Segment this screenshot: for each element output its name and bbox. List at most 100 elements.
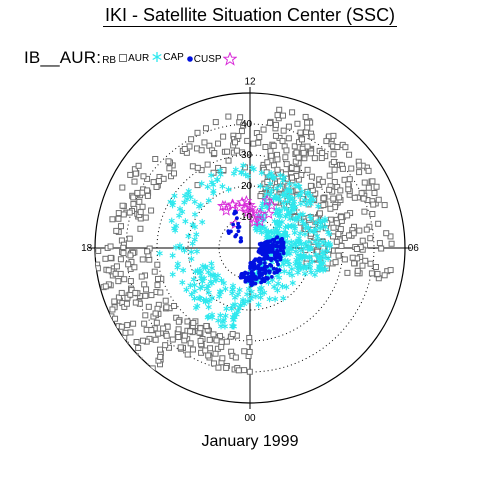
point-aur-0-77 xyxy=(308,173,315,180)
point-aur-0-327 xyxy=(316,210,323,217)
point-aur-3-18 xyxy=(95,336,99,343)
point-aur-0-315 xyxy=(381,272,388,279)
point-aur-3-32 xyxy=(102,331,109,338)
point-cap-0-198 xyxy=(284,239,291,246)
point-aur-0-271 xyxy=(369,211,376,218)
point-aur-0-232 xyxy=(264,159,271,166)
point-cap-5-47 xyxy=(257,286,264,293)
point-aur-3-72 xyxy=(113,263,120,270)
point-aur-0-139 xyxy=(369,178,376,185)
point-aur-3-155 xyxy=(148,327,155,334)
point-cap-3-61 xyxy=(231,301,239,308)
legend-label-cusp: CUSP xyxy=(193,53,222,65)
point-cap-0-210 xyxy=(309,258,316,265)
point-aur-3-121 xyxy=(107,254,114,261)
point-cusp-0-20 xyxy=(248,215,261,227)
point-aur-4-63 xyxy=(197,325,204,332)
point-aur-0-117 xyxy=(362,257,369,264)
point-cap-3-85 xyxy=(217,312,224,319)
point-aur-4-3 xyxy=(241,348,248,355)
point-aur-0-243 xyxy=(376,240,383,247)
point-aur-0-154 xyxy=(289,109,296,116)
point-cap-3-18 xyxy=(169,271,176,278)
point-cap-2-17 xyxy=(187,193,194,201)
point-aur-3-87 xyxy=(88,255,93,260)
point-dot-0-117 xyxy=(275,250,280,254)
angular-tick-12: 12 xyxy=(244,76,256,87)
point-aur-3-89 xyxy=(154,261,161,268)
point-aur-3-16 xyxy=(140,364,147,371)
point-aur-0-300 xyxy=(323,138,330,145)
point-cap-5-50 xyxy=(252,292,259,300)
legend-item-cusp: CUSP xyxy=(185,52,237,66)
point-cap-0-125 xyxy=(280,199,287,207)
point-cap-5-59 xyxy=(301,270,309,277)
point-aur-0-212 xyxy=(257,193,264,200)
point-cap-0-224 xyxy=(291,198,298,205)
point-aur-0-113 xyxy=(356,169,363,176)
point-aur-1-50 xyxy=(239,149,246,156)
point-aur-3-8 xyxy=(105,316,112,323)
point-aur-2-58 xyxy=(109,216,116,223)
point-dot-0-105 xyxy=(268,245,273,250)
point-cap-1-20 xyxy=(232,166,239,173)
point-aur-3-147 xyxy=(153,319,160,326)
point-cusp-0-14 xyxy=(245,201,258,214)
point-cap-1-1 xyxy=(258,169,265,177)
point-cap-0-228 xyxy=(272,195,280,202)
point-aur-3-168 xyxy=(144,248,151,255)
point-aur-0-146 xyxy=(333,220,340,227)
point-cap-0-238 xyxy=(295,192,302,199)
point-aur-3-85 xyxy=(105,267,112,274)
point-aur-0-34 xyxy=(304,166,311,173)
point-aur-1-20 xyxy=(188,136,195,143)
point-cap-3-43 xyxy=(199,262,206,270)
point-aur-0-250 xyxy=(320,195,327,202)
point-aur-2-52 xyxy=(137,225,144,232)
point-cap-5-35 xyxy=(261,289,268,296)
point-aur-2-54 xyxy=(144,192,151,199)
point-aur-0-14 xyxy=(367,235,374,242)
point-cap-0-221 xyxy=(268,229,275,236)
point-dot-1-102 xyxy=(252,267,256,271)
point-cap-2-26 xyxy=(185,232,192,240)
point-cap-0-266 xyxy=(326,230,333,238)
point-cap-0-242 xyxy=(306,261,313,268)
point-dot-0-118 xyxy=(263,240,268,244)
point-aur-3-157 xyxy=(109,306,116,313)
point-cap-0-267 xyxy=(306,198,313,205)
point-cap-5-39 xyxy=(272,295,279,303)
point-cap-4-7 xyxy=(241,300,248,308)
point-cap-0-289 xyxy=(321,215,329,223)
point-dot-2-19 xyxy=(246,276,251,281)
legend: IB__AUR: RB AUR CAP CUSP xyxy=(24,48,237,68)
point-aur-0-102 xyxy=(319,150,326,157)
point-cap-0-189 xyxy=(281,192,288,200)
point-cap-3-70 xyxy=(190,276,197,283)
point-cap-3-76 xyxy=(228,305,235,313)
point-cap-2-31 xyxy=(184,191,192,198)
point-cap-2-18 xyxy=(197,201,204,209)
point-aur-3-41 xyxy=(155,330,162,337)
point-cap-0-181 xyxy=(301,196,308,204)
point-aur-0-55 xyxy=(270,162,277,169)
point-cap-3-24 xyxy=(183,286,190,293)
point-cap-3-57 xyxy=(220,317,228,324)
point-aur-3-142 xyxy=(102,283,109,290)
point-cap-5-1 xyxy=(285,261,293,268)
point-cap-0-244 xyxy=(267,180,274,188)
point-aur-3-96 xyxy=(163,332,170,339)
point-aur-0-235 xyxy=(318,155,325,162)
point-aur-4-44 xyxy=(246,368,253,375)
point-aur-2-46 xyxy=(115,215,122,222)
legend-item-rb: RB xyxy=(102,55,116,66)
point-aur-0-260 xyxy=(337,187,344,194)
point-cap-0-288 xyxy=(302,240,309,248)
point-aur-4-31 xyxy=(210,360,217,367)
point-cap-0-263 xyxy=(283,187,290,194)
point-cap-5-15 xyxy=(274,287,281,294)
point-aur-0-273 xyxy=(299,136,306,143)
point-cap-0-187 xyxy=(271,218,278,225)
point-cap-3-30 xyxy=(188,291,195,298)
point-cap-0-290 xyxy=(284,247,292,255)
